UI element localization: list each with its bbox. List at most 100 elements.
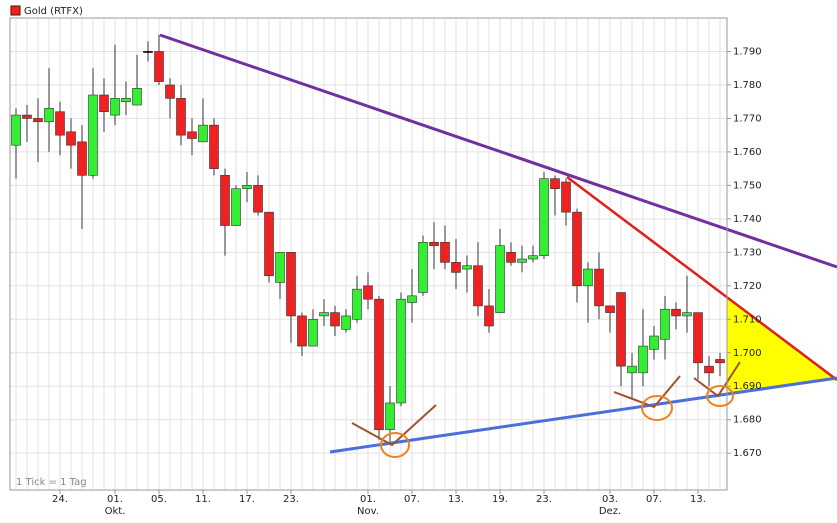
candle-body — [682, 312, 692, 317]
candle-body — [264, 211, 274, 277]
candle-body — [649, 335, 659, 350]
candle-body — [583, 268, 593, 287]
candle-body — [440, 241, 450, 263]
y-tick-label: 1.720 — [733, 281, 762, 292]
candles — [11, 34, 725, 444]
x-tick-label: 07. — [404, 494, 420, 505]
y-tick-label: 1.700 — [733, 348, 762, 359]
candle-body — [385, 402, 395, 431]
x-tick-label: 17. — [239, 494, 255, 505]
candle-body — [66, 131, 76, 146]
candle-body — [187, 131, 197, 139]
candle-body — [154, 51, 164, 82]
candle-body — [506, 252, 516, 263]
candle-body — [429, 241, 439, 246]
circle-mark — [706, 385, 734, 407]
y-tick-label: 1.770 — [733, 113, 762, 124]
candle-body — [715, 359, 725, 364]
candle-body — [88, 94, 98, 176]
candle-body — [176, 98, 186, 136]
v-mark — [693, 361, 741, 398]
y-tick-label: 1.760 — [733, 147, 762, 158]
circle-mark — [641, 395, 673, 421]
y-tick-label: 1.730 — [733, 247, 762, 258]
x-tick-label: 24. — [52, 494, 68, 505]
v-mark — [351, 404, 437, 447]
candle-body — [143, 51, 153, 53]
y-tick-label: 1.780 — [733, 80, 762, 91]
candle-body — [363, 285, 373, 300]
candle-body — [550, 178, 560, 190]
candle-body — [638, 345, 648, 374]
candle-body — [341, 315, 351, 330]
x-tick-label: 03. — [602, 494, 618, 505]
candle-body — [528, 255, 538, 260]
candle-body — [594, 268, 604, 307]
candle-body — [627, 365, 637, 374]
candle-body — [198, 124, 208, 143]
candle-body — [693, 312, 703, 364]
candle-body — [110, 98, 120, 116]
candle-body — [451, 262, 461, 273]
x-tick-label: 23. — [536, 494, 552, 505]
candle-body — [561, 181, 571, 213]
x-month-label: Nov. — [357, 506, 379, 517]
candle-body — [33, 118, 43, 123]
candle-body — [517, 258, 527, 263]
candle-body — [22, 114, 32, 119]
candle-body — [209, 124, 219, 169]
candle-body — [473, 265, 483, 307]
x-tick-label: 07. — [646, 494, 662, 505]
resistance-line — [566, 176, 837, 381]
y-tick-label: 1.710 — [733, 314, 762, 325]
support-line — [329, 376, 837, 454]
candle-body — [242, 185, 252, 190]
candle-body — [319, 312, 329, 317]
candle-body — [297, 315, 307, 347]
y-tick-label: 1.680 — [733, 415, 762, 426]
grid — [10, 18, 727, 490]
x-tick-label: 13. — [690, 494, 706, 505]
candle-body — [605, 305, 615, 313]
x-month-label: Okt. — [105, 506, 126, 517]
candle-body — [308, 318, 318, 347]
candle-body — [231, 188, 241, 226]
candle-body — [407, 295, 417, 303]
candle-body — [572, 211, 582, 287]
candle-body — [44, 108, 54, 123]
candle-body — [77, 141, 87, 176]
y-tick-label: 1.670 — [733, 448, 762, 459]
resistance-line — [159, 33, 837, 269]
candle-body — [374, 298, 384, 431]
candle-body — [132, 87, 142, 106]
candle-body — [484, 305, 494, 327]
x-tick-label: 01. — [107, 494, 123, 505]
circle-mark — [380, 432, 410, 458]
candle-body — [165, 84, 175, 99]
x-tick-label: 11. — [195, 494, 211, 505]
candle-body — [616, 292, 626, 367]
candle-body — [539, 178, 549, 256]
candle-body — [55, 111, 65, 136]
candle-body — [121, 98, 131, 102]
candle-body — [11, 114, 21, 146]
candle-body — [330, 312, 340, 327]
x-tick-label: 01. — [360, 494, 376, 505]
annotations — [351, 361, 741, 447]
x-tick-label: 23. — [283, 494, 299, 505]
footer: 1 Tick = 1 Tag — [16, 477, 87, 488]
y-tick-label: 1.690 — [733, 381, 762, 392]
legend-label: Gold (RTFX) — [24, 6, 83, 17]
candle-body — [495, 245, 505, 313]
candle-body — [418, 241, 428, 293]
candle-body — [396, 298, 406, 404]
y-tick-label: 1.740 — [733, 214, 762, 225]
legend-swatch — [10, 5, 21, 16]
candle-body — [671, 308, 681, 317]
annotations — [380, 385, 734, 458]
candle-body — [660, 308, 670, 340]
x-tick-label: 05. — [151, 494, 167, 505]
y-tick-label: 1.790 — [733, 46, 762, 57]
candle-body — [99, 94, 109, 113]
